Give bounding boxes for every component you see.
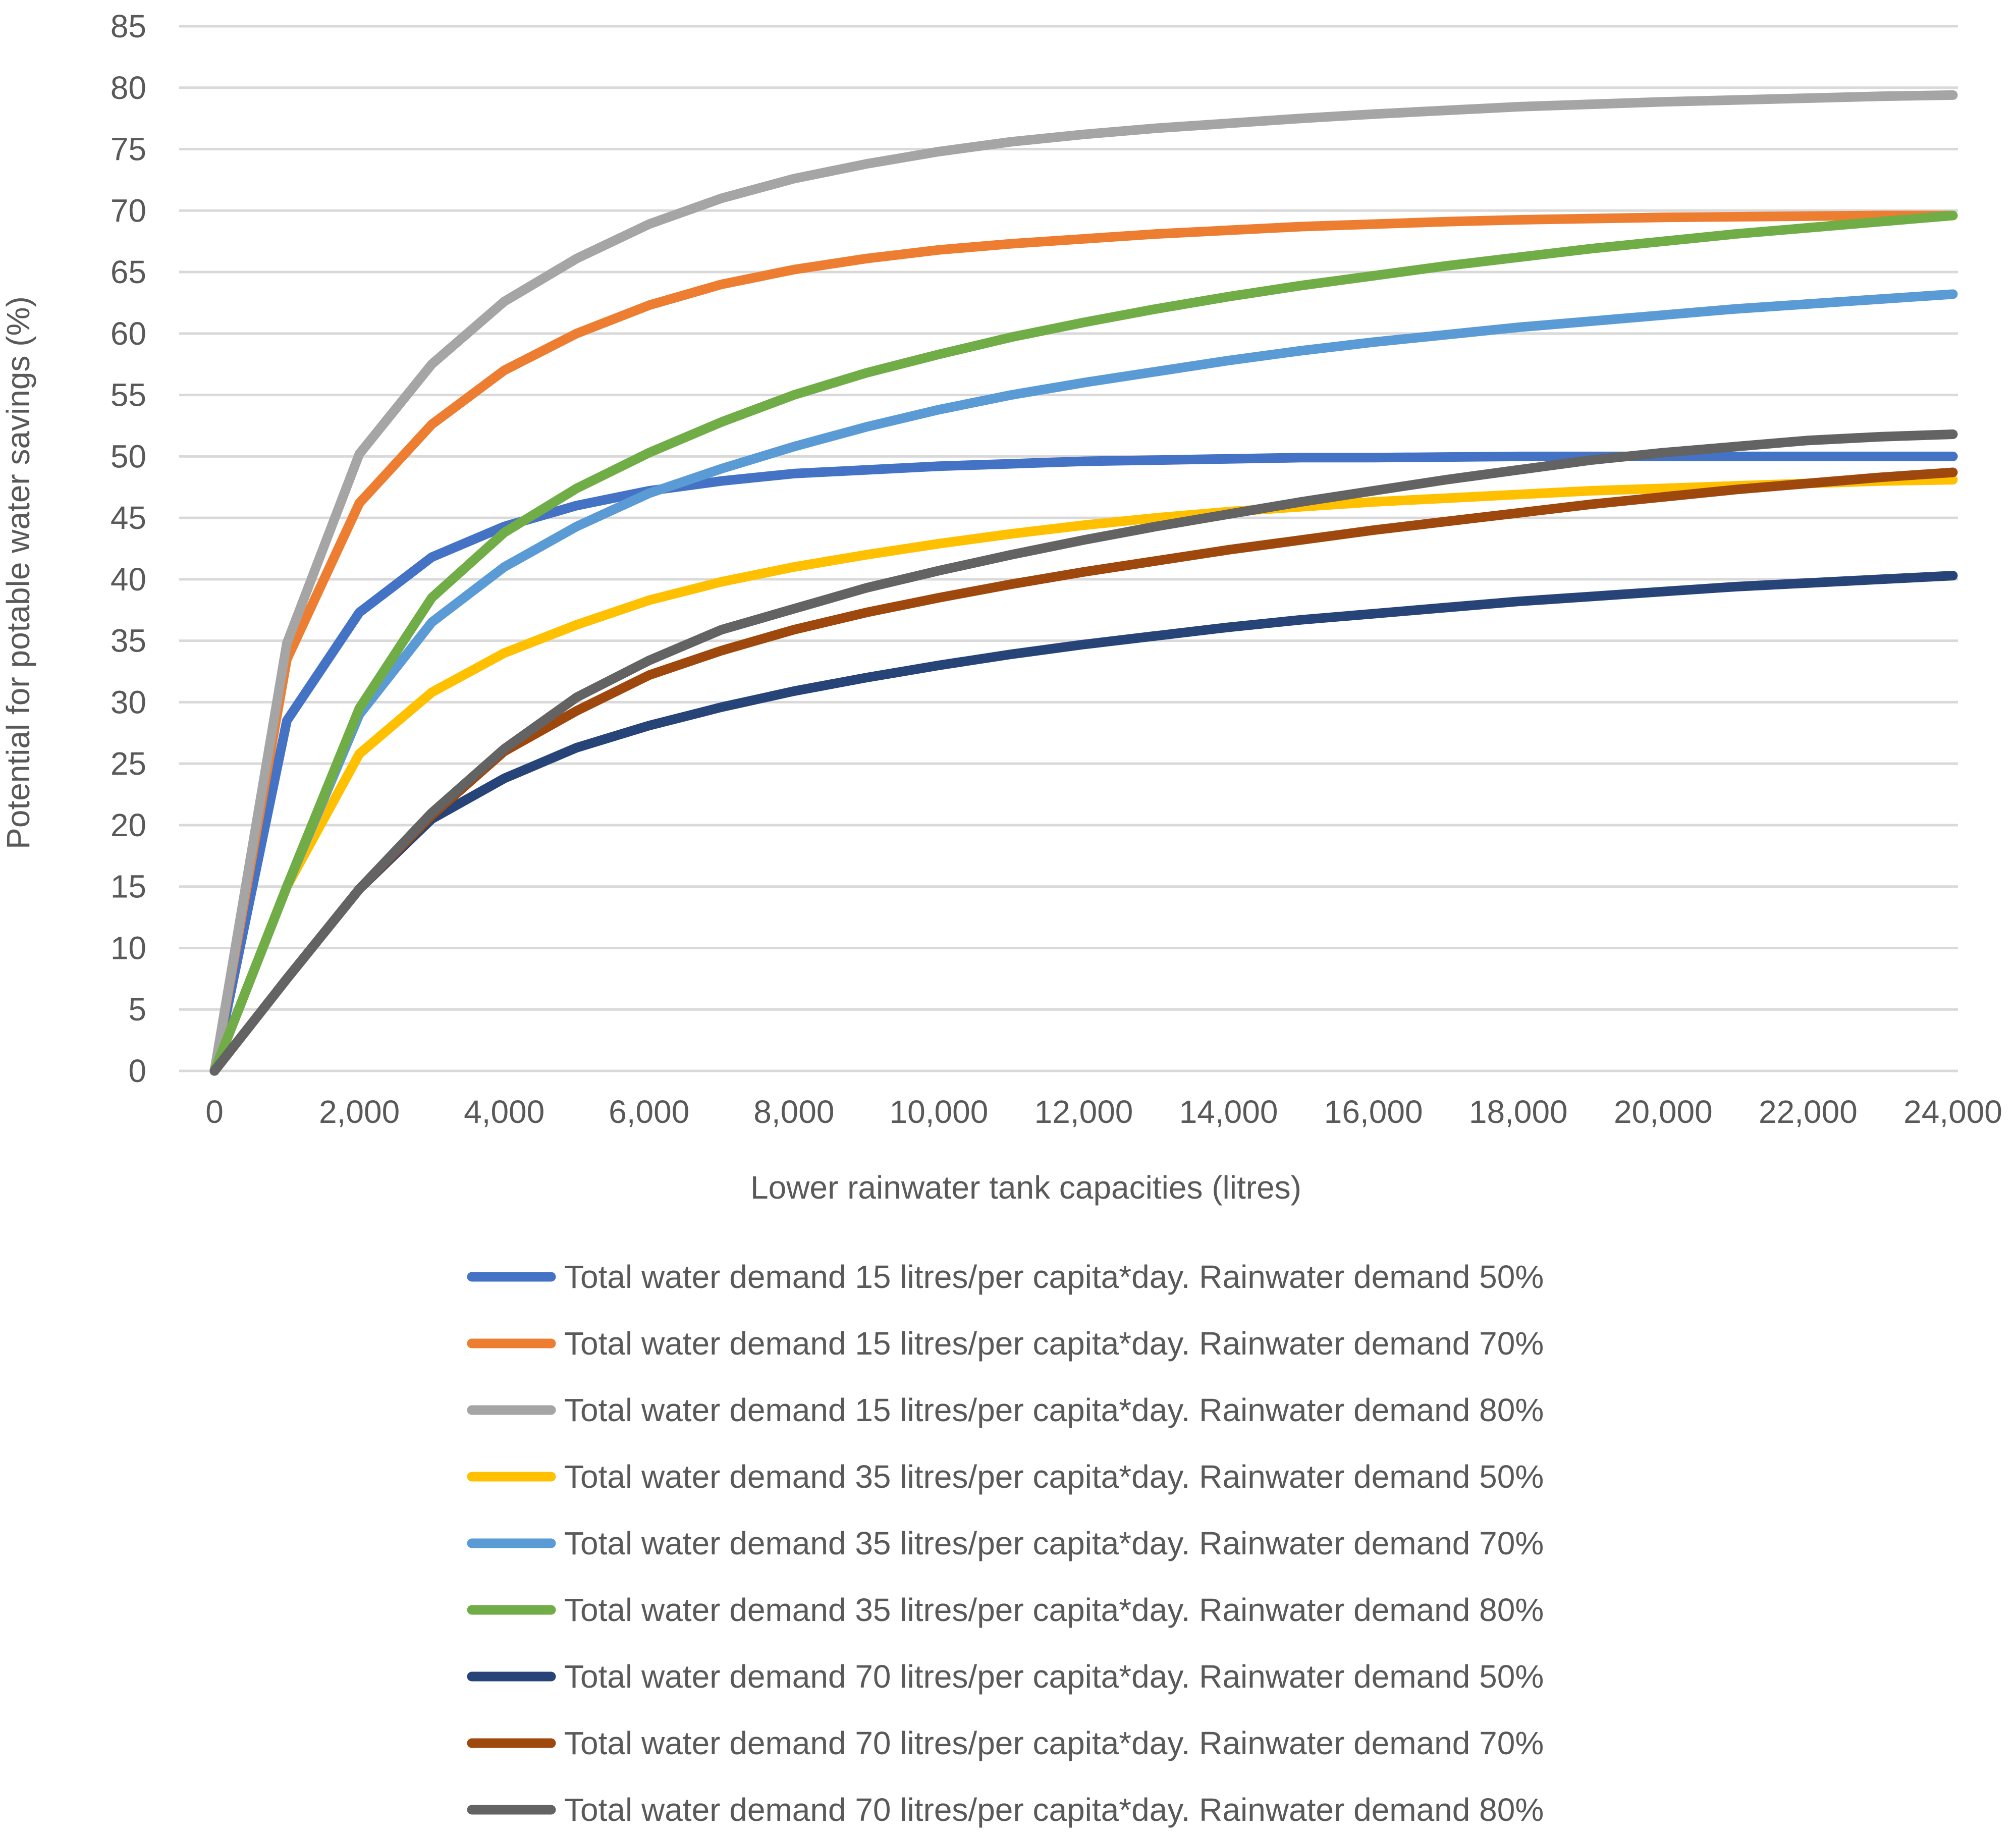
y-tick-label: 80 <box>111 70 146 106</box>
y-tick-label: 55 <box>111 377 146 413</box>
y-tick-label: 20 <box>111 807 146 843</box>
x-tick-label: 4,000 <box>464 1094 544 1130</box>
legend: Total water demand 15 litres/per capita*… <box>467 1259 1544 1828</box>
x-tick-label: 12,000 <box>1034 1094 1133 1130</box>
x-tick-label: 2,000 <box>319 1094 400 1130</box>
legend-label-9: Total water demand 70 litres/per capita*… <box>564 1792 1544 1828</box>
y-axis-title: Potential for potable water savings (%) <box>0 296 36 849</box>
series-lines <box>209 90 1958 1076</box>
legend-label-5: Total water demand 35 litres/per capita*… <box>564 1525 1544 1561</box>
legend-label-1: Total water demand 15 litres/per capita*… <box>564 1259 1544 1295</box>
y-tick-label: 75 <box>111 131 146 168</box>
legend-label-6: Total water demand 35 litres/per capita*… <box>564 1592 1544 1628</box>
x-axis-tick-labels: 0 2,000 4,000 6,000 8,000 10,000 12,000 14,000 1… <box>205 1094 2002 1130</box>
legend-label-4: Total water demand 35 litres/per capita*… <box>564 1458 1544 1495</box>
y-tick-label: 45 <box>111 500 146 536</box>
x-tick-label: 0 <box>205 1094 224 1130</box>
series-line-6 <box>209 210 1958 1076</box>
y-tick-label: 10 <box>111 930 146 966</box>
y-axis-tick-labels: 0 5 10 15 20 25 30 35 40 45 50 55 60 65 70 75 80 85 <box>111 8 146 1089</box>
x-tick-label: 18,000 <box>1469 1094 1568 1130</box>
y-tick-label: 25 <box>111 745 146 782</box>
x-tick-label: 20,000 <box>1614 1094 1713 1130</box>
y-tick-label: 0 <box>128 1053 146 1089</box>
legend-label-2: Total water demand 15 litres/per capita*… <box>564 1325 1544 1362</box>
y-tick-label: 85 <box>111 8 146 44</box>
y-tick-label: 40 <box>111 561 146 598</box>
x-tick-label: 24,000 <box>1903 1094 2002 1130</box>
y-tick-label: 60 <box>111 315 146 352</box>
series-line-3 <box>209 90 1958 1076</box>
x-tick-label: 6,000 <box>609 1094 689 1130</box>
y-tick-label: 15 <box>111 869 146 905</box>
x-axis-title: Lower rainwater tank capacities (litres) <box>750 1169 1301 1206</box>
y-tick-label: 50 <box>111 438 146 474</box>
x-tick-label: 8,000 <box>753 1094 834 1130</box>
series-line-2 <box>209 210 1958 1076</box>
series-line-4 <box>209 475 1958 1076</box>
y-tick-label: 35 <box>111 623 146 659</box>
legend-label-8: Total water demand 70 litres/per capita*… <box>564 1725 1544 1761</box>
y-tick-label: 65 <box>111 254 146 290</box>
x-tick-label: 22,000 <box>1759 1094 1858 1130</box>
legend-label-7: Total water demand 70 litres/per capita*… <box>564 1658 1544 1695</box>
series-line-7 <box>209 571 1958 1076</box>
x-tick-label: 10,000 <box>890 1094 989 1130</box>
y-tick-label: 5 <box>128 991 146 1028</box>
series-line-9 <box>209 429 1958 1076</box>
x-tick-label: 16,000 <box>1324 1094 1423 1130</box>
y-tick-label: 30 <box>111 684 146 720</box>
legend-label-3: Total water demand 15 litres/per capita*… <box>564 1392 1544 1428</box>
series-line-5 <box>209 289 1958 1076</box>
x-tick-label: 14,000 <box>1179 1094 1278 1130</box>
y-tick-label: 70 <box>111 192 146 229</box>
